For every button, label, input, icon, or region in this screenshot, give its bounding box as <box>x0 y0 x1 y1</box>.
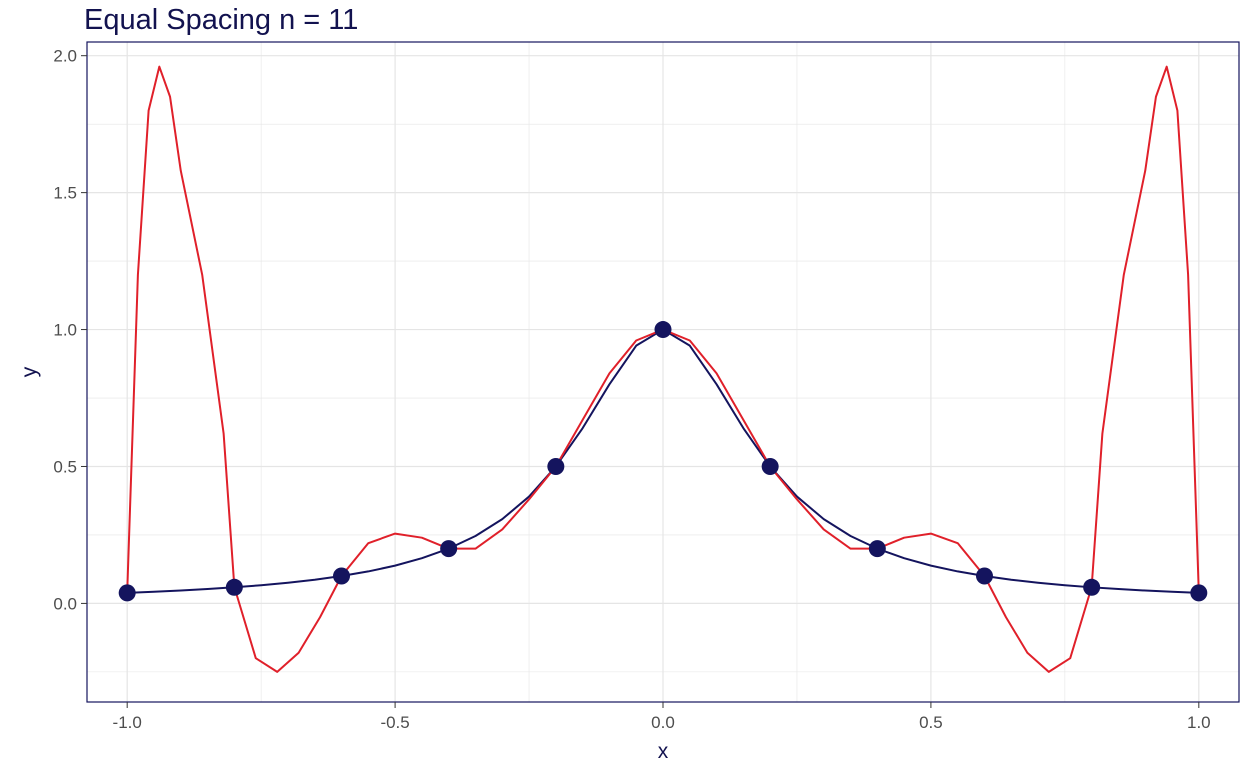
x-tick-label: 1.0 <box>1187 713 1211 732</box>
data-point <box>118 584 136 602</box>
data-point <box>440 540 458 558</box>
data-point <box>547 457 565 475</box>
x-axis-title: x <box>658 740 669 763</box>
y-tick-label: 0.0 <box>53 594 77 613</box>
axis-ticks: -1.0 -0.5 0.0 0.5 1.0 0.0 0.5 1.0 1.5 2.0 <box>53 47 1210 732</box>
data-point <box>1190 584 1208 602</box>
x-tick-label: 0.0 <box>651 713 675 732</box>
y-tick-label: 0.5 <box>53 457 77 476</box>
y-tick-label: 2.0 <box>53 47 77 66</box>
x-tick-label: -0.5 <box>380 713 409 732</box>
y-tick-label: 1.5 <box>53 184 77 203</box>
data-point <box>654 321 672 339</box>
x-tick-label: 0.5 <box>919 713 943 732</box>
major-gridlines <box>87 42 1239 702</box>
data-point <box>333 567 351 585</box>
series-layer <box>118 65 1208 673</box>
y-tick-label: 1.0 <box>53 321 77 340</box>
chart-title: Equal Spacing n = 11 <box>84 4 359 36</box>
data-point <box>1083 578 1101 596</box>
y-axis-title: y <box>18 366 41 377</box>
data-point <box>761 457 779 475</box>
x-tick-label: -1.0 <box>113 713 142 732</box>
data-point <box>225 578 243 596</box>
data-point <box>868 540 886 558</box>
data-point <box>975 567 993 585</box>
